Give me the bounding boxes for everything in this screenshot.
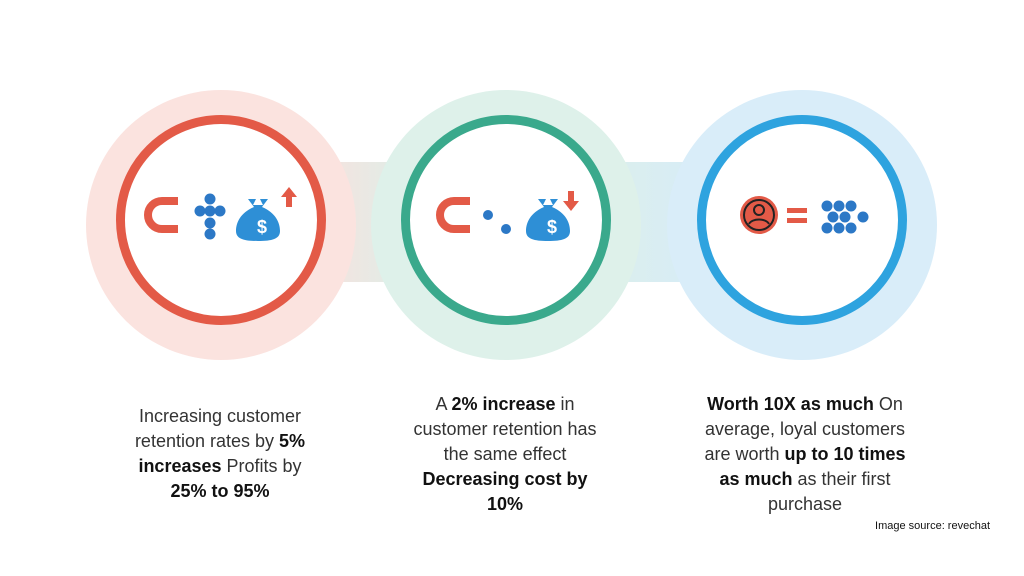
caption-emphasis: Decreasing cost by	[422, 469, 588, 489]
caption-line: A	[435, 394, 452, 414]
caption-line: customer retention has	[413, 419, 597, 439]
image-source-credit: Image source: revechat	[875, 520, 990, 532]
caption-line: On	[873, 394, 903, 414]
caption-line: Profits by	[221, 456, 302, 476]
caption-emphasis: as much	[719, 469, 793, 489]
caption-emphasis: 25% to 95%	[170, 481, 270, 501]
customer-avatar-icon	[740, 196, 778, 234]
magnet-icon	[436, 197, 470, 233]
caption-emphasis: 5%	[279, 431, 306, 451]
caption-line: the same effect	[443, 444, 567, 464]
caption-emphasis: 10%	[486, 494, 524, 514]
caption-emphasis: up to 10 times	[784, 444, 906, 464]
caption-line: average, loyal customers	[704, 419, 906, 439]
magnet-icon	[144, 197, 178, 233]
customer-group-icon	[821, 200, 869, 234]
customer-pair-icon	[483, 210, 511, 234]
svg-text:$: $	[547, 217, 557, 237]
cost-circle	[401, 115, 611, 325]
panel1-icons: $	[140, 185, 300, 245]
caption-emphasis: increases	[138, 456, 222, 476]
caption-emphasis: 2% increase	[451, 394, 556, 414]
panel2-icons: $	[432, 185, 592, 245]
arrow-down-icon	[563, 191, 579, 211]
customer-group-icon	[194, 193, 226, 240]
caption-line: Increasing customer	[138, 406, 302, 426]
caption-line: as their first	[792, 469, 891, 489]
caption-line: in	[555, 394, 575, 414]
caption-line: retention rates by	[134, 431, 280, 451]
profit-caption: Increasing customer retention rates by 5…	[70, 404, 370, 504]
worth-caption: Worth 10X as much On average, loyal cust…	[655, 392, 955, 517]
money-bag-icon: $	[526, 199, 570, 241]
arrow-up-icon	[281, 187, 297, 207]
cost-caption: A 2% increase in customer retention has …	[355, 392, 655, 517]
panel3-icons	[735, 190, 875, 240]
caption-line: purchase	[767, 494, 843, 514]
caption-emphasis: Worth 10X as much	[707, 394, 874, 414]
caption-line: are worth	[704, 444, 785, 464]
equals-icon	[787, 208, 807, 223]
svg-text:$: $	[257, 217, 267, 237]
money-bag-icon: $	[236, 199, 280, 241]
